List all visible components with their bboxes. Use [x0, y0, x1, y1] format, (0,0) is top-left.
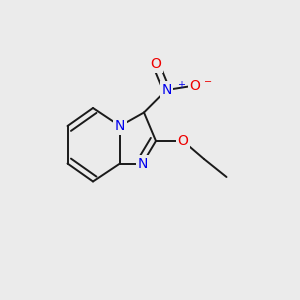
Text: O: O	[190, 79, 200, 92]
Text: +: +	[178, 80, 185, 91]
Text: N: N	[115, 119, 125, 133]
Text: −: −	[204, 77, 213, 88]
Text: O: O	[151, 58, 161, 71]
Text: O: O	[178, 134, 188, 148]
Text: N: N	[137, 157, 148, 170]
Text: N: N	[161, 83, 172, 97]
